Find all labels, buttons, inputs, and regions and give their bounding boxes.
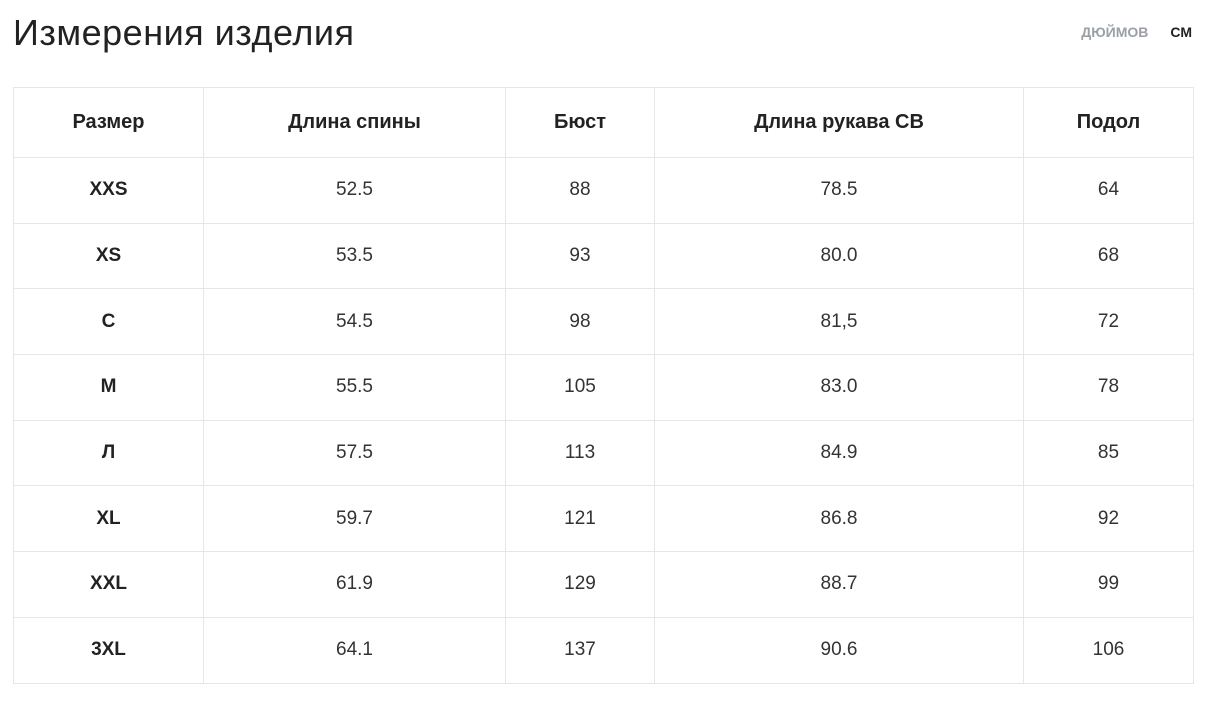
value-cell: 53.5	[203, 222, 506, 290]
table-row: XXS 52.5 88 78.5 64	[13, 157, 1194, 224]
value-cell: 81,5	[654, 288, 1024, 356]
header-row: Размер Длина спины Бюст Длина рукава CB Подо…	[13, 87, 1194, 158]
value-cell: 61.9	[203, 551, 506, 618]
value-cell: 86.8	[654, 485, 1024, 553]
value-cell: 80.0	[654, 222, 1024, 290]
value-cell: 92	[1023, 485, 1194, 553]
value-cell: 98	[505, 288, 655, 356]
size-cell: С	[13, 288, 204, 356]
table-row: XS 53.5 93 80.0 68	[13, 222, 1194, 290]
value-cell: 121	[505, 485, 655, 553]
value-cell: 93	[505, 222, 655, 290]
value-cell: 129	[505, 551, 655, 618]
value-cell: 137	[505, 616, 655, 684]
value-cell: 57.5	[203, 419, 506, 487]
table-row: Л 57.5 113 84.9 85	[13, 419, 1194, 487]
table-row: XL 59.7 121 86.8 92	[13, 485, 1194, 553]
column-header: Бюст	[505, 87, 655, 158]
value-cell: 52.5	[203, 157, 506, 224]
page-title: Измерения изделия	[13, 12, 355, 53]
unit-toggle: ДЮЙМОВ СМ	[1059, 24, 1192, 40]
size-cell: XL	[13, 485, 204, 553]
value-cell: 64.1	[203, 616, 506, 684]
size-cell: XXL	[13, 551, 204, 618]
value-cell: 78.5	[654, 157, 1024, 224]
column-header: Подол	[1023, 87, 1194, 158]
value-cell: 78	[1023, 354, 1194, 421]
size-table: Размер Длина спины Бюст Длина рукава CB Подо…	[13, 87, 1194, 684]
value-cell: 64	[1023, 157, 1194, 224]
unit-cm[interactable]: СМ	[1170, 24, 1192, 40]
size-cell: 3XL	[13, 616, 204, 684]
table-row: 3XL 64.1 137 90.6 106	[13, 616, 1194, 684]
value-cell: 88.7	[654, 551, 1024, 618]
value-cell: 88	[505, 157, 655, 224]
unit-inches[interactable]: ДЮЙМОВ	[1081, 24, 1149, 40]
value-cell: 54.5	[203, 288, 506, 356]
value-cell: 55.5	[203, 354, 506, 421]
table-row: XXL 61.9 129 88.7 99	[13, 551, 1194, 618]
value-cell: 72	[1023, 288, 1194, 356]
size-cell: М	[13, 354, 204, 421]
value-cell: 106	[1023, 616, 1194, 684]
value-cell: 90.6	[654, 616, 1024, 684]
value-cell: 85	[1023, 419, 1194, 487]
table-row: М 55.5 105 83.0 78	[13, 354, 1194, 421]
value-cell: 84.9	[654, 419, 1024, 487]
value-cell: 113	[505, 419, 655, 487]
column-header: Размер	[13, 87, 204, 158]
value-cell: 59.7	[203, 485, 506, 553]
value-cell: 99	[1023, 551, 1194, 618]
column-header: Длина рукава CB	[654, 87, 1024, 158]
value-cell: 83.0	[654, 354, 1024, 421]
size-cell: Л	[13, 419, 204, 487]
table-body: XXS 52.5 88 78.5 64 XS 53.5 93 80.0 68 С 54.5 98 81,5…	[13, 157, 1194, 684]
size-cell: XS	[13, 222, 204, 290]
table-row: С 54.5 98 81,5 72	[13, 288, 1194, 356]
value-cell: 105	[505, 354, 655, 421]
size-cell: XXS	[13, 157, 204, 224]
value-cell: 68	[1023, 222, 1194, 290]
column-header: Длина спины	[203, 87, 506, 158]
